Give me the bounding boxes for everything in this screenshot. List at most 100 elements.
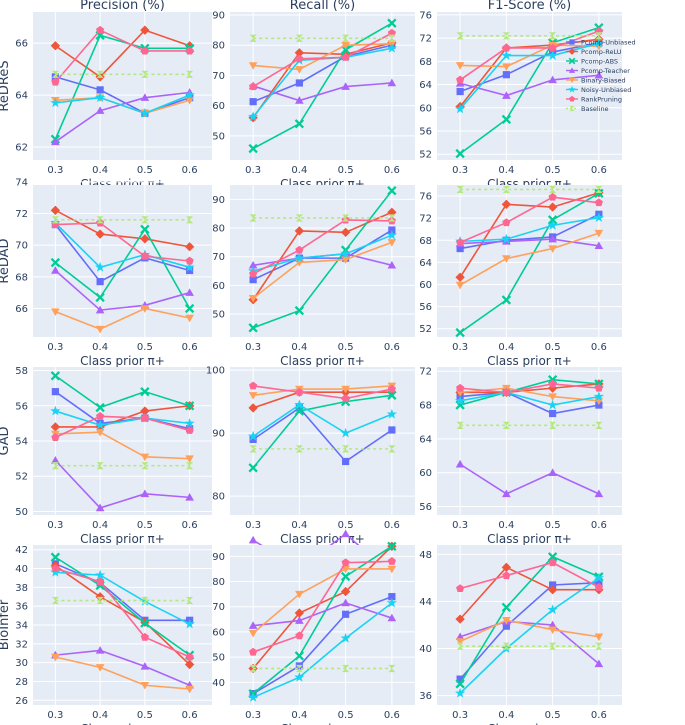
y-tick-label: 50 bbox=[212, 653, 225, 664]
x-tick-label: 0.3 bbox=[47, 710, 63, 721]
x-tick-label: 0.6 bbox=[182, 710, 198, 721]
legend-item: Pcomp-ReLU bbox=[566, 48, 622, 56]
data-point-marker bbox=[549, 421, 557, 429]
x-tick-label: 0.6 bbox=[384, 710, 400, 721]
data-point-marker bbox=[51, 388, 59, 396]
data-point-marker bbox=[51, 653, 60, 662]
data-point-marker bbox=[184, 659, 195, 670]
data-point-marker bbox=[341, 52, 350, 61]
legend-marker bbox=[569, 105, 575, 112]
series-line bbox=[459, 561, 600, 590]
x-tick-label: 0.3 bbox=[452, 710, 468, 721]
row-label: ReDAD bbox=[0, 238, 12, 283]
data-point-marker bbox=[548, 620, 557, 629]
x-tick-label: 0.4 bbox=[92, 342, 108, 353]
data-point-marker bbox=[341, 41, 350, 50]
series-noisy-unbiased bbox=[247, 399, 398, 441]
y-tick-label: 64 bbox=[15, 91, 28, 102]
data-point-marker bbox=[184, 261, 195, 272]
series-pcomp-teacher bbox=[455, 617, 604, 668]
data-point-marker bbox=[595, 642, 603, 650]
series-line bbox=[459, 555, 600, 685]
data-point-marker bbox=[50, 405, 61, 416]
data-point-marker bbox=[248, 403, 258, 413]
data-point-marker bbox=[501, 233, 512, 244]
data-point-marker bbox=[185, 97, 194, 105]
data-point-marker bbox=[50, 41, 61, 51]
series-line bbox=[54, 224, 190, 283]
x-tick-label: 0.5 bbox=[137, 342, 153, 353]
data-point-marker bbox=[341, 256, 350, 264]
data-point-marker bbox=[95, 428, 105, 437]
series-line bbox=[55, 209, 190, 248]
y-tick-label: 68 bbox=[419, 401, 432, 412]
y-tick-label: 68 bbox=[419, 236, 432, 247]
data-point-marker bbox=[456, 642, 464, 650]
data-point-marker bbox=[249, 98, 257, 106]
series-line bbox=[459, 213, 600, 250]
data-point-marker bbox=[593, 212, 605, 222]
data-point-marker bbox=[340, 632, 351, 643]
x-tick-label: 0.3 bbox=[452, 165, 468, 176]
data-point-marker bbox=[95, 325, 105, 334]
data-point-marker bbox=[141, 596, 149, 605]
series-line bbox=[459, 391, 600, 406]
data-point-marker bbox=[96, 277, 104, 286]
data-point-marker bbox=[340, 571, 351, 582]
data-point-marker bbox=[50, 257, 61, 268]
series-line bbox=[54, 34, 190, 140]
data-point-marker bbox=[140, 93, 150, 101]
data-point-marker bbox=[547, 399, 558, 410]
series-line bbox=[252, 595, 393, 695]
data-point-marker bbox=[249, 82, 258, 91]
series-line bbox=[252, 403, 393, 437]
panel-gad-0: 0.3 0.4 0.5 0.6 50 52 54 56 58 Class prior π+ bbox=[15, 366, 212, 546]
y-tick-label: 80 bbox=[212, 492, 225, 503]
panel-redad-1: 0.3 0.4 0.5 0.6 50 60 70 80 90 Class prior π+ bbox=[212, 185, 415, 368]
data-point-marker bbox=[594, 659, 604, 668]
data-point-marker bbox=[95, 229, 105, 239]
data-point-marker bbox=[51, 564, 60, 573]
x-tick-label: 0.4 bbox=[291, 520, 307, 531]
series-binary-biased bbox=[51, 305, 194, 334]
data-point-marker bbox=[548, 192, 557, 201]
data-point-marker bbox=[295, 387, 304, 396]
data-point-marker bbox=[501, 114, 512, 125]
data-point-marker bbox=[387, 186, 397, 196]
series-line bbox=[54, 269, 190, 311]
data-point-marker bbox=[247, 430, 259, 441]
series-line bbox=[252, 22, 393, 150]
data-point-marker bbox=[502, 185, 510, 194]
data-point-marker bbox=[455, 272, 465, 282]
series-line bbox=[252, 394, 392, 469]
data-point-marker bbox=[294, 48, 305, 58]
y-tick-label: 56 bbox=[419, 502, 432, 513]
series-pcomp-teacher bbox=[248, 598, 397, 629]
data-point-marker bbox=[249, 214, 257, 222]
data-point-marker bbox=[388, 593, 396, 601]
series-pcomp-abs bbox=[248, 18, 397, 154]
y-tick-label: 72 bbox=[419, 214, 432, 225]
x-tick-label: 0.5 bbox=[338, 165, 354, 176]
series-line bbox=[55, 307, 190, 330]
data-point-marker bbox=[455, 459, 465, 468]
data-point-marker bbox=[141, 70, 149, 78]
legend-marker bbox=[568, 48, 576, 55]
data-point-marker bbox=[341, 558, 350, 567]
series-line bbox=[54, 227, 191, 309]
data-point-marker bbox=[50, 205, 61, 216]
x-axis-label: Class prior π+ bbox=[487, 354, 572, 368]
data-point-marker bbox=[456, 185, 464, 194]
data-point-marker bbox=[502, 489, 511, 498]
legend-marker bbox=[569, 95, 575, 102]
data-point-marker bbox=[185, 426, 194, 434]
data-point-marker bbox=[295, 616, 304, 624]
series-line bbox=[54, 91, 190, 143]
data-point-marker bbox=[341, 394, 350, 402]
data-point-marker bbox=[249, 34, 257, 42]
y-tick-label: 58 bbox=[15, 366, 28, 377]
data-point-marker bbox=[248, 62, 258, 70]
data-point-marker bbox=[593, 37, 605, 48]
y-tick-label: 48 bbox=[419, 550, 432, 561]
